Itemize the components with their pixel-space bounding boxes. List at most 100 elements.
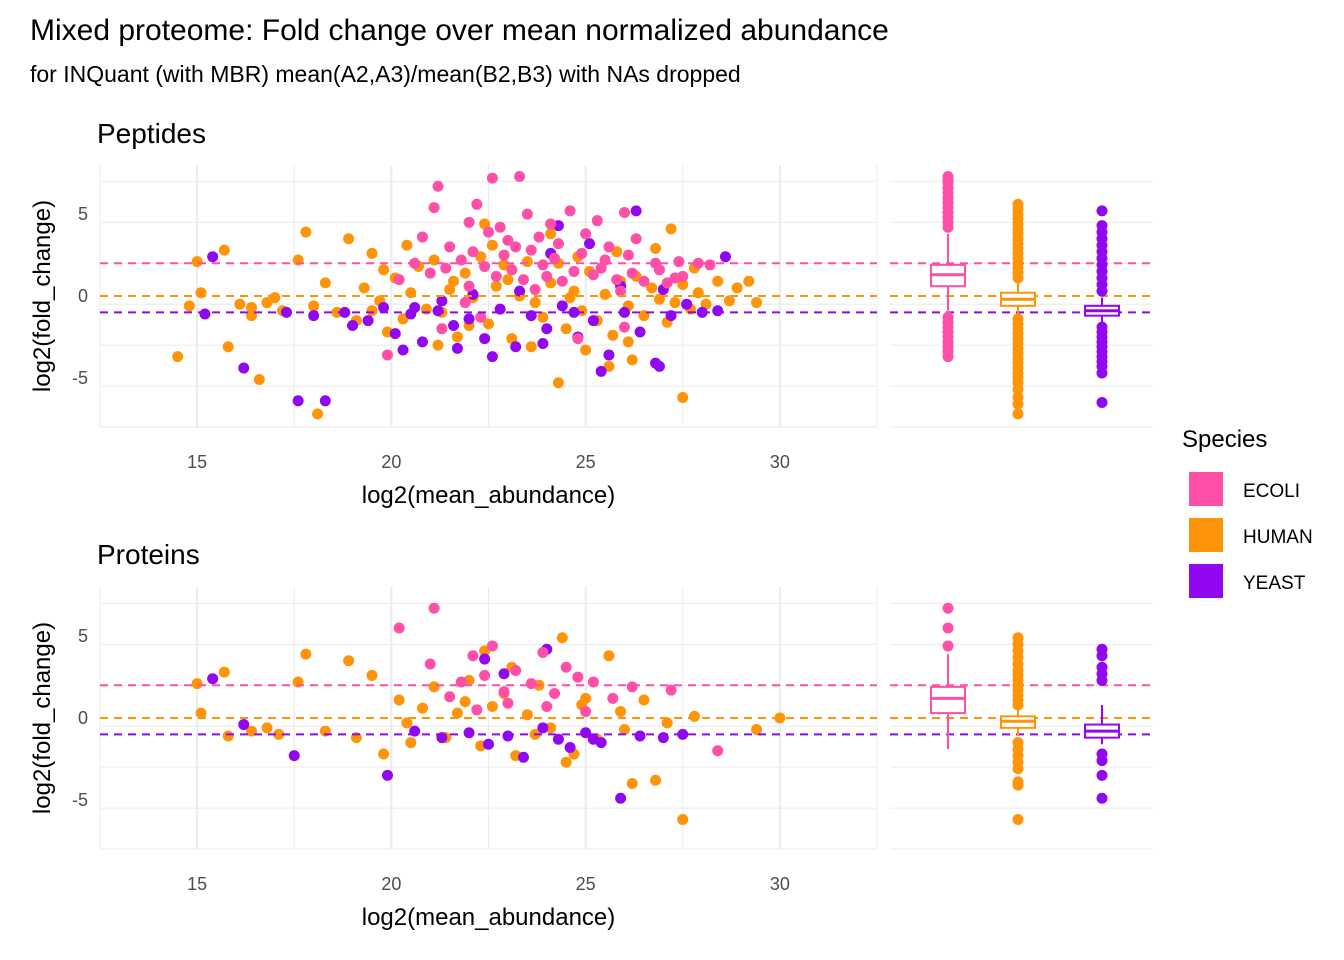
- data-point: [273, 728, 285, 740]
- data-point: [615, 705, 627, 717]
- y-tick-label: 5: [78, 204, 88, 224]
- data-point: [393, 694, 405, 706]
- legend-label-yeast: YEAST: [1243, 573, 1306, 594]
- data-point: [552, 238, 564, 250]
- chart-subtitle: for INQuant (with MBR) mean(A2,A3)/mean(…: [30, 61, 741, 87]
- data-point: [218, 244, 230, 256]
- boxplot-outlier: [1012, 408, 1024, 420]
- data-point: [483, 226, 494, 238]
- data-point: [564, 292, 576, 304]
- data-point: [343, 655, 355, 667]
- data-point: [451, 707, 463, 719]
- data-point: [483, 738, 494, 750]
- data-point: [467, 650, 479, 662]
- data-point: [459, 696, 471, 708]
- data-point: [502, 730, 514, 742]
- data-point: [525, 244, 537, 256]
- data-point: [677, 392, 689, 404]
- data-point: [712, 305, 724, 317]
- data-point: [603, 241, 615, 253]
- boxplot-outlier: [1012, 383, 1024, 395]
- series-yeast: [199, 205, 731, 407]
- x-tick-label: 25: [576, 452, 596, 472]
- data-point: [537, 722, 549, 734]
- data-point: [541, 701, 553, 713]
- data-point: [591, 215, 603, 227]
- data-point: [467, 246, 479, 258]
- data-point: [483, 318, 494, 330]
- y-tick-label: -5: [72, 368, 88, 388]
- data-point: [638, 694, 650, 706]
- data-point: [312, 408, 324, 420]
- data-point: [669, 272, 681, 284]
- legend-key-ecoli: [1189, 472, 1223, 506]
- data-point: [646, 282, 658, 294]
- x-tick-label: 15: [187, 874, 207, 894]
- boxplot-outlier: [1096, 650, 1108, 662]
- data-point: [238, 719, 250, 731]
- data-point: [595, 365, 607, 377]
- data-point: [525, 341, 537, 353]
- data-point: [343, 233, 355, 245]
- data-point: [424, 267, 436, 279]
- data-point: [459, 267, 471, 279]
- data-point: [366, 305, 378, 317]
- data-point: [358, 282, 370, 294]
- data-point: [440, 262, 452, 274]
- data-point: [545, 218, 557, 230]
- data-point: [506, 333, 518, 345]
- data-point: [618, 723, 630, 735]
- data-point: [444, 241, 456, 253]
- data-point: [688, 710, 700, 722]
- x-tick-label: 15: [187, 452, 207, 472]
- data-point: [401, 717, 413, 729]
- data-point: [207, 251, 219, 263]
- data-point: [545, 722, 557, 734]
- data-point: [409, 301, 421, 313]
- data-point: [269, 292, 281, 304]
- data-point: [560, 756, 572, 768]
- data-point: [300, 226, 312, 238]
- boxplot-outlier: [942, 351, 954, 363]
- data-point: [622, 249, 634, 261]
- data-point: [673, 256, 685, 268]
- data-point: [486, 701, 498, 713]
- data-point: [529, 283, 541, 295]
- data-point: [638, 275, 650, 287]
- data-point: [541, 323, 553, 335]
- data-point: [556, 275, 568, 287]
- data-point: [607, 692, 619, 704]
- data-point: [529, 297, 541, 309]
- data-point: [432, 305, 444, 317]
- x-tick-label: 20: [381, 452, 401, 472]
- y-tick-label: 5: [78, 626, 88, 646]
- boxplot-outlier: [1096, 205, 1108, 217]
- data-point: [300, 648, 312, 660]
- data-point: [595, 262, 607, 274]
- data-point: [436, 295, 448, 307]
- data-point: [510, 665, 522, 677]
- data-point: [587, 315, 599, 327]
- data-point: [576, 247, 588, 259]
- data-point: [191, 256, 203, 268]
- data-point: [475, 311, 487, 323]
- data-point: [618, 321, 630, 333]
- data-point: [502, 274, 514, 286]
- data-point: [634, 730, 646, 742]
- data-point: [572, 671, 584, 683]
- y-axis-title: log2(fold_change): [29, 200, 56, 392]
- legend-label-ecoli: ECOLI: [1243, 481, 1300, 502]
- data-point: [366, 247, 378, 259]
- data-point: [331, 306, 343, 318]
- data-point: [560, 661, 572, 673]
- data-point: [537, 647, 549, 658]
- data-point: [731, 282, 743, 294]
- data-point: [467, 288, 479, 300]
- data-point: [463, 280, 475, 292]
- data-point: [498, 686, 510, 698]
- data-point: [253, 374, 265, 386]
- data-point: [564, 205, 576, 217]
- boxplot-outlier: [942, 640, 954, 652]
- data-point: [700, 298, 712, 310]
